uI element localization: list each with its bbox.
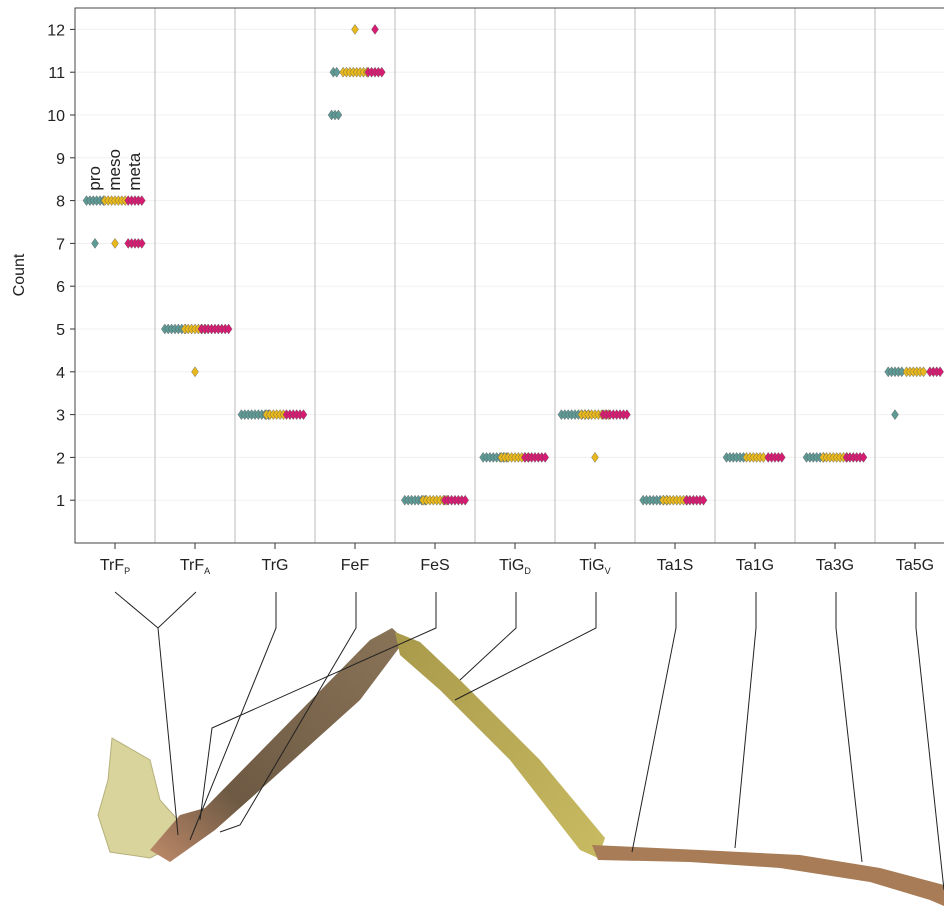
dot <box>699 494 708 506</box>
dot <box>334 109 343 121</box>
tarsus <box>592 845 944 906</box>
dot <box>378 66 386 78</box>
dot <box>224 323 233 335</box>
x-tick-label: TrFP <box>100 557 130 576</box>
dot <box>138 238 146 249</box>
dot <box>332 66 341 78</box>
x-tick-label: TrG <box>262 557 289 574</box>
x-tick-label: TiGD <box>499 557 531 576</box>
dot <box>138 195 146 206</box>
dot <box>461 494 469 506</box>
x-tick-text: FeF <box>341 557 370 574</box>
dot <box>541 452 549 463</box>
y-tick-label: 6 <box>56 279 65 296</box>
y-tick-label: 4 <box>56 365 65 382</box>
x-tick-subscript: P <box>124 566 130 576</box>
dot <box>191 366 199 378</box>
plot-frame <box>74 7 944 544</box>
x-tick-text: TiG <box>579 557 604 574</box>
x-tick-label: Ta1S <box>657 557 693 574</box>
tibia <box>395 632 605 858</box>
x-tick-text: TrF <box>100 557 125 574</box>
dot <box>919 366 928 378</box>
x-tick-label: Ta3G <box>816 557 854 574</box>
x-tick-label: TrFA <box>180 557 210 576</box>
leg-image <box>97 591 944 906</box>
x-tick-label: FeF <box>341 557 370 574</box>
x-tick-subscript: V <box>605 566 611 576</box>
dot <box>591 452 599 463</box>
x-tick-subscript: D <box>524 566 531 576</box>
plot-clip <box>75 8 944 543</box>
y-axis-label: Count <box>11 253 28 296</box>
x-tick-subscript: A <box>204 566 210 576</box>
y-tick-label: 12 <box>47 22 65 39</box>
y-tick-label: 2 <box>56 450 65 467</box>
y-tick-label: 9 <box>56 151 65 168</box>
dot <box>936 366 944 378</box>
y-tick-label: 5 <box>56 322 65 339</box>
x-tick-label: TiGV <box>579 557 610 576</box>
dot <box>859 452 868 463</box>
y-tick-label: 7 <box>56 236 65 253</box>
y-tick-label: 11 <box>48 65 65 82</box>
x-tick-text: TiG <box>499 557 524 574</box>
dot <box>371 24 379 35</box>
y-tick-label: 8 <box>56 194 65 211</box>
femur <box>150 628 405 862</box>
y-tick-label: 3 <box>56 408 65 425</box>
dot <box>351 24 359 35</box>
legend-label: meso <box>105 149 124 191</box>
leader-lines <box>114 591 944 891</box>
dot <box>891 409 899 420</box>
dot <box>91 238 99 249</box>
x-tick-label: Ta1G <box>736 557 774 574</box>
dot <box>299 409 308 420</box>
x-tick-label: FeS <box>420 557 449 574</box>
x-tick-text: Ta3G <box>816 557 854 574</box>
y-tick-label: 1 <box>56 493 65 510</box>
dot <box>111 238 119 249</box>
x-tick-text: TrF <box>180 557 205 574</box>
x-tick-text: Ta5G <box>896 557 934 574</box>
x-tick-text: Ta1S <box>657 557 693 574</box>
dot <box>778 452 786 463</box>
x-tick-text: TrG <box>262 557 289 574</box>
x-tick-text: Ta1G <box>736 557 774 574</box>
x-tick-text: FeS <box>420 557 449 574</box>
legend-label: pro <box>85 166 104 191</box>
legend-label: meta <box>125 152 144 190</box>
x-tick-label: Ta5G <box>896 557 934 574</box>
y-tick-label: 10 <box>47 108 65 125</box>
dot <box>623 409 631 420</box>
